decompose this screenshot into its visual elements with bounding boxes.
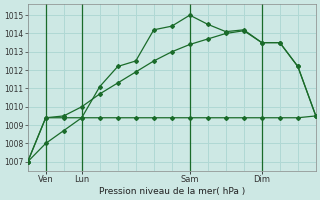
X-axis label: Pression niveau de la mer( hPa ): Pression niveau de la mer( hPa ) [99, 187, 245, 196]
